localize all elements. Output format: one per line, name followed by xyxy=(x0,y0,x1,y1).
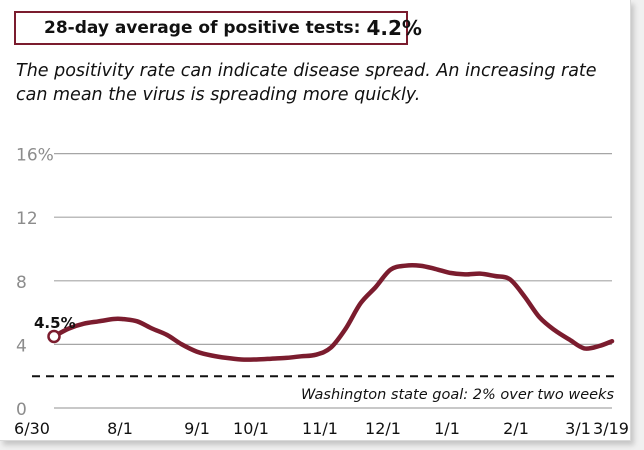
x-tick-label: 10/1 xyxy=(233,419,269,438)
stat-value: 4.2% xyxy=(366,16,422,40)
x-tick-label: 12/1 xyxy=(365,419,401,438)
positivity-series-line xyxy=(51,263,615,362)
x-tick-label: 3/1 xyxy=(565,419,591,438)
y-tick-label: 0 xyxy=(16,400,27,420)
x-tick-label: 11/1 xyxy=(302,419,338,438)
y-tick-label: 4 xyxy=(16,336,27,356)
stat-label: 28-day average of positive tests: xyxy=(44,18,361,38)
chart-card: 28-day average of positive tests: 4.2% T… xyxy=(0,0,631,441)
x-tick-label: 9/1 xyxy=(184,419,210,438)
start-value-label: 4.5% xyxy=(34,314,76,332)
x-tick-label: 2/1 xyxy=(503,419,529,438)
chart-description: The positivity rate can indicate disease… xyxy=(16,61,597,105)
y-tick-label: 16% xyxy=(16,146,54,166)
x-tick-label: 3/19 xyxy=(593,419,629,438)
y-tick-label: 12 xyxy=(16,209,38,229)
stat-header-box: 28-day average of positive tests: 4.2% xyxy=(14,11,422,45)
x-tick-label: 8/1 xyxy=(107,419,133,438)
start-point-marker xyxy=(47,329,61,344)
goal-reference-label: Washington state goal: 2% over two weeks xyxy=(301,387,614,403)
x-tick-label: 1/1 xyxy=(434,419,460,438)
y-tick-label: 8 xyxy=(16,273,27,293)
x-tick-label: 6/30 xyxy=(14,419,50,438)
